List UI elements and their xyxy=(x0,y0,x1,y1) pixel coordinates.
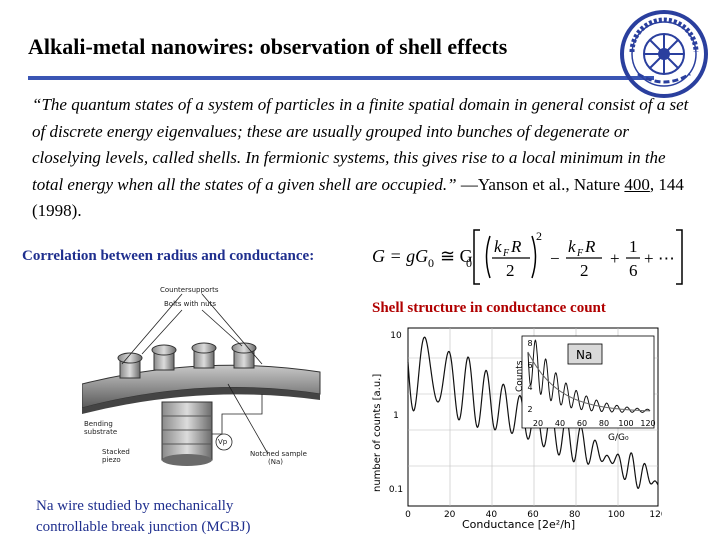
inset-label-na: Na xyxy=(576,348,592,362)
citation-volume: 400 xyxy=(624,174,650,194)
correlation-label: Correlation between radius and conductan… xyxy=(22,248,315,264)
formula-six: 6 xyxy=(629,261,638,280)
quote-text: “The quantum states of a system of parti… xyxy=(32,95,689,194)
label-countersupports: Countersupports xyxy=(160,286,219,294)
label-na: (Na) xyxy=(268,458,283,466)
inset-y-tick-label: 4 xyxy=(527,383,532,392)
histogram-ylabel: number of counts [a.u.] xyxy=(372,374,383,492)
x-tick-label: 120 xyxy=(649,510,662,520)
formula-exp: 2 xyxy=(536,229,542,243)
inset-x-tick-label: 20 xyxy=(533,419,543,428)
formula-f2: F xyxy=(576,248,584,259)
title-underline xyxy=(28,76,654,80)
y-tick-label: 1 xyxy=(393,411,399,421)
y-tick-label: 10 xyxy=(390,331,402,341)
label-substrate: substrate xyxy=(84,428,117,436)
y-tick-label: 0.1 xyxy=(389,485,403,495)
inset-y-tick-label: 6 xyxy=(527,361,532,370)
x-tick-label: 0 xyxy=(405,510,411,520)
formula-plus-dots: + ⋯ xyxy=(644,249,675,268)
x-tick-label: 80 xyxy=(569,510,581,520)
quote-block: “The quantum states of a system of parti… xyxy=(32,92,692,225)
device-caption: Na wire studied by mechanically controll… xyxy=(36,498,251,535)
inset-x-tick-label: 100 xyxy=(618,419,633,428)
formula-den2: 2 xyxy=(580,261,589,280)
inset-x-tick-label: 40 xyxy=(555,419,565,428)
label-stacked: Stacked xyxy=(102,448,130,456)
mcbj-device-illustration: Countersupports Bolts with nuts Bending … xyxy=(82,286,321,466)
x-tick-label: 100 xyxy=(608,510,625,520)
university-seal-logo xyxy=(620,10,708,98)
citation-prefix: —Yanson et al., Nature xyxy=(456,174,625,194)
formula-lhs: G = gG xyxy=(372,246,428,266)
formula-one: 1 xyxy=(629,237,638,256)
formula-f1: F xyxy=(502,248,510,259)
inset-envelope xyxy=(527,351,650,412)
x-tick-label: 60 xyxy=(527,510,539,520)
citation-suffix: , 144 (1998). xyxy=(32,174,684,221)
x-tick-label: 40 xyxy=(486,510,498,520)
formula-k1: k xyxy=(494,237,502,256)
formula-k2: k xyxy=(568,237,576,256)
formula-minus: − xyxy=(550,249,560,268)
formula-approx: ≅ G xyxy=(440,246,473,266)
inset-x-tick-label: 60 xyxy=(577,419,587,428)
label-bolts: Bolts with nuts xyxy=(164,300,216,308)
formula-r2: R xyxy=(584,237,596,256)
formula-sub0-a: 0 xyxy=(428,256,434,270)
inset-ylabel: Counts xyxy=(515,360,525,392)
inset-y-tick-label: 2 xyxy=(527,405,532,414)
conductance-histogram: Na Counts G/G₀ 20 40 60 80 100 120 8 6 4 2 0 20 40… xyxy=(372,327,662,531)
x-tick-label: 20 xyxy=(444,510,456,520)
slide-title: Alkali-metal nanowires: observation of s… xyxy=(28,34,508,59)
label-notched: Notched sample xyxy=(250,450,307,458)
inset-y-tick-label: 8 xyxy=(527,339,532,348)
histogram-xlabel: Conductance [2e²/h] xyxy=(462,518,575,531)
label-bending: Bending xyxy=(84,420,113,428)
formula-den1: 2 xyxy=(506,261,515,280)
formula-plus: + xyxy=(610,249,620,268)
conductance-formula: G = gG 0 ≅ G 0 k F R 2 2 − k F R 2 + 1 6… xyxy=(372,229,683,285)
formula-sub0-b: 0 xyxy=(466,256,472,270)
inset-x-tick-label: 120 xyxy=(640,419,655,428)
inset-x-tick-label: 80 xyxy=(599,419,609,428)
inset-xlabel: G/G₀ xyxy=(608,433,629,443)
label-piezo: piezo xyxy=(102,456,121,464)
label-vp: Vp xyxy=(218,438,228,446)
shell-structure-label: Shell structure in conductance count xyxy=(372,300,606,316)
formula-r1: R xyxy=(510,237,522,256)
